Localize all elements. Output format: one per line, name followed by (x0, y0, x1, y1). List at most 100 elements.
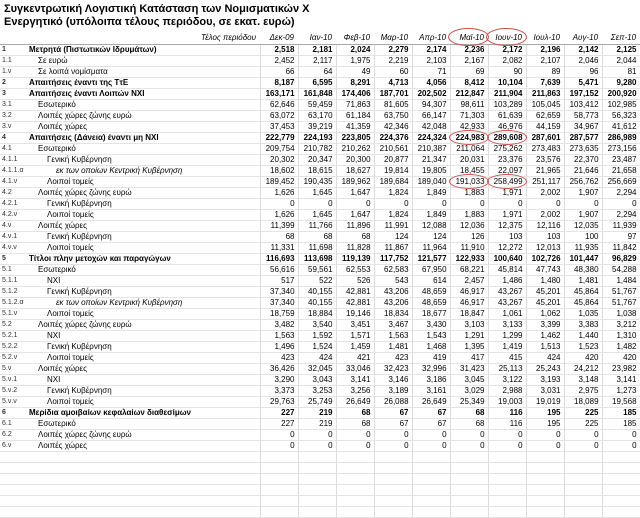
cell[interactable]: 12,035 (564, 220, 603, 232)
empty-cell[interactable] (488, 506, 527, 518)
cell[interactable]: 56,323 (602, 110, 640, 122)
empty-cell[interactable] (298, 484, 337, 496)
cell[interactable]: 2,988 (488, 385, 527, 397)
empty-cell[interactable] (374, 473, 413, 485)
cell[interactable]: 210,262 (336, 143, 375, 155)
row-code[interactable]: 5.2.1 (0, 330, 26, 342)
cell[interactable]: 63,750 (374, 110, 413, 122)
cell[interactable]: 26,649 (336, 396, 375, 408)
cell[interactable]: 3,467 (374, 319, 413, 331)
cell[interactable]: 209,754 (260, 143, 299, 155)
empty-cell[interactable] (0, 473, 26, 485)
cell[interactable]: 258,499 (486, 173, 527, 189)
cell[interactable]: 0 (374, 429, 413, 441)
cell[interactable]: 2,518 (260, 44, 299, 56)
cell[interactable]: 1,824 (374, 209, 413, 221)
cell[interactable]: 3,186 (412, 374, 451, 386)
cell[interactable]: 23,576 (526, 154, 565, 166)
empty-cell[interactable] (488, 484, 527, 496)
row-label[interactable]: Λοιπές χώρες (26, 440, 261, 452)
cell[interactable]: 2,975 (564, 385, 603, 397)
cell[interactable]: 189,962 (336, 176, 375, 188)
empty-cell[interactable] (26, 495, 261, 507)
cell[interactable]: 2,457 (450, 275, 489, 287)
empty-cell[interactable] (412, 506, 451, 518)
cell[interactable]: 3,482 (260, 319, 299, 331)
cell[interactable]: 614 (412, 275, 451, 287)
empty-cell[interactable] (564, 506, 603, 518)
cell[interactable]: 0 (488, 429, 527, 441)
cell[interactable]: 163,171 (260, 88, 299, 100)
cell[interactable]: 37,453 (260, 121, 299, 133)
cell[interactable]: 0 (412, 429, 451, 441)
row-label[interactable]: Λοιποί τομείς (26, 242, 261, 254)
cell[interactable]: 20,300 (336, 154, 375, 166)
cell[interactable]: 67 (412, 418, 451, 430)
cell[interactable]: 3,141 (602, 374, 640, 386)
cell[interactable]: 0 (336, 198, 375, 210)
cell[interactable]: 23,982 (602, 363, 640, 375)
cell[interactable]: 66 (260, 66, 299, 78)
cell[interactable]: 161,848 (298, 88, 337, 100)
empty-cell[interactable] (450, 506, 489, 518)
cell[interactable]: 2,181 (298, 44, 337, 56)
cell[interactable]: 0 (298, 198, 337, 210)
cell[interactable]: 1,291 (450, 330, 489, 342)
cell[interactable]: 1,481 (564, 275, 603, 287)
cell[interactable]: 2,196 (526, 44, 565, 56)
cell[interactable]: 42,881 (336, 286, 375, 298)
row-code[interactable]: 5.2.ν (0, 352, 26, 364)
cell[interactable]: 59,561 (298, 264, 337, 276)
cell[interactable]: 189,684 (374, 176, 413, 188)
row-code[interactable]: 5.1.2 (0, 286, 26, 298)
cell[interactable]: 25,349 (450, 396, 489, 408)
cell[interactable]: 71,863 (336, 99, 375, 111)
cell[interactable]: 212,847 (450, 88, 489, 100)
empty-cell[interactable] (412, 484, 451, 496)
empty-cell[interactable] (26, 484, 261, 496)
empty-cell[interactable] (450, 484, 489, 496)
cell[interactable]: 32,045 (298, 363, 337, 375)
row-label[interactable]: Γενική Κυβέρνηση (26, 198, 261, 210)
empty-cell[interactable] (298, 462, 337, 474)
cell[interactable]: 224,193 (298, 132, 337, 144)
cell[interactable]: 25,243 (526, 363, 565, 375)
cell[interactable]: 18,847 (450, 308, 489, 320)
empty-cell[interactable] (412, 462, 451, 474)
empty-cell[interactable] (374, 451, 413, 463)
cell[interactable]: 94,307 (412, 99, 451, 111)
cell[interactable]: 12,013 (526, 242, 565, 254)
cell[interactable]: 3,290 (260, 374, 299, 386)
empty-cell[interactable] (602, 473, 640, 485)
cell[interactable]: 97 (602, 231, 640, 243)
cell[interactable]: 101,447 (564, 253, 603, 265)
cell[interactable]: 12,375 (488, 220, 527, 232)
cell[interactable]: 2,142 (564, 44, 603, 56)
cell[interactable]: 71,303 (450, 110, 489, 122)
empty-cell[interactable] (374, 506, 413, 518)
cell[interactable]: 2,174 (412, 44, 451, 56)
cell[interactable]: 19,003 (488, 396, 527, 408)
cell[interactable]: 0 (526, 440, 565, 452)
cell[interactable]: 287,601 (526, 132, 565, 144)
cell[interactable]: 2,082 (488, 55, 527, 67)
cell[interactable]: 197,152 (564, 88, 603, 100)
row-label[interactable]: Λοιποί τομείς (26, 209, 261, 221)
cell[interactable]: 21,347 (412, 154, 451, 166)
cell[interactable]: 100 (564, 231, 603, 243)
cell[interactable]: 12,088 (412, 220, 451, 232)
cell[interactable]: 187,701 (374, 88, 413, 100)
cell[interactable]: 2,172 (488, 44, 527, 56)
empty-cell[interactable] (602, 495, 640, 507)
cell[interactable]: 0 (260, 440, 299, 452)
cell[interactable]: 256,762 (564, 176, 603, 188)
cell[interactable]: 54,288 (602, 264, 640, 276)
row-label[interactable]: Λοιποί τομείς (26, 176, 261, 188)
cell[interactable]: 1,592 (298, 330, 337, 342)
cell[interactable]: 223,805 (336, 132, 375, 144)
cell[interactable]: 0 (450, 429, 489, 441)
row-label[interactable]: Εσωτερικό (26, 143, 261, 155)
cell[interactable]: 41,612 (602, 121, 640, 133)
cell[interactable]: 0 (374, 440, 413, 452)
cell[interactable]: 189,452 (260, 176, 299, 188)
